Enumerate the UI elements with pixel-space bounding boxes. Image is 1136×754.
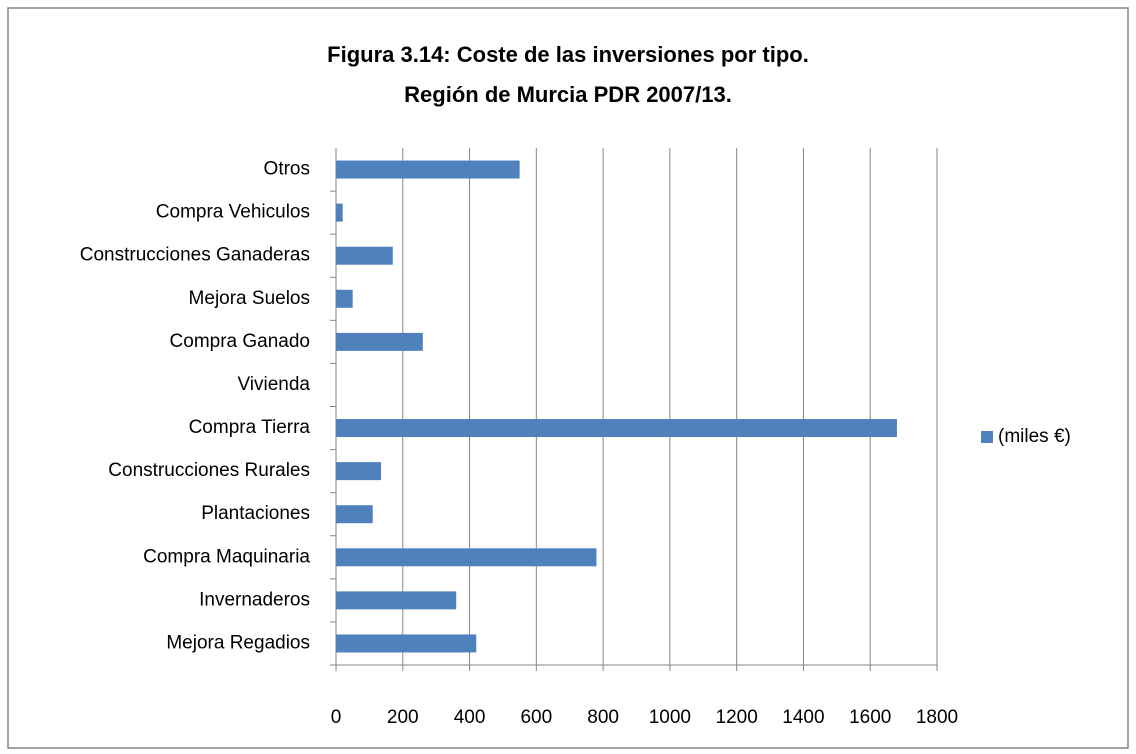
- bar: [336, 246, 393, 265]
- bar: [336, 591, 457, 610]
- x-tick-label: 0: [331, 707, 342, 728]
- x-tick-label: 1000: [649, 707, 691, 728]
- x-tick-label: 600: [520, 707, 552, 728]
- chart-frame: [7, 7, 1129, 749]
- y-tick-label: Vivienda: [237, 374, 310, 395]
- bar: [336, 634, 477, 653]
- bar: [336, 289, 353, 308]
- bar: [336, 419, 897, 438]
- bar: [336, 203, 343, 222]
- bar: [336, 160, 520, 179]
- y-tick-label: Mejora Suelos: [189, 288, 310, 309]
- y-tick-label: Compra Vehiculos: [156, 202, 310, 223]
- bar: [336, 548, 597, 567]
- x-tick-label: 1400: [782, 707, 824, 728]
- bar: [336, 332, 423, 351]
- y-tick-label: Compra Tierra: [189, 417, 311, 438]
- y-tick-label: Otros: [264, 159, 310, 180]
- x-tick-label: 400: [454, 707, 486, 728]
- chart-title: Figura 3.14: Coste de las inversiones po…: [327, 42, 809, 67]
- y-tick-label: Mejora Regadios: [166, 632, 310, 653]
- bar: [336, 462, 382, 481]
- y-tick-label: Construcciones Rurales: [108, 460, 310, 481]
- y-tick-label: Plantaciones: [201, 503, 310, 524]
- chart-title: Región de Murcia PDR 2007/13.: [404, 82, 732, 107]
- y-tick-label: Compra Ganado: [170, 331, 310, 352]
- x-tick-label: 1800: [916, 707, 958, 728]
- legend-label: (miles €): [998, 426, 1071, 447]
- y-tick-label: Construcciones Ganaderas: [80, 245, 310, 266]
- legend-swatch: [981, 431, 993, 443]
- y-tick-label: Invernaderos: [199, 589, 310, 610]
- bar: [336, 505, 373, 524]
- y-tick-label: Compra Maquinaria: [143, 546, 310, 567]
- x-tick-label: 1600: [849, 707, 891, 728]
- x-tick-label: 1200: [716, 707, 758, 728]
- x-tick-label: 800: [587, 707, 619, 728]
- x-tick-label: 200: [387, 707, 419, 728]
